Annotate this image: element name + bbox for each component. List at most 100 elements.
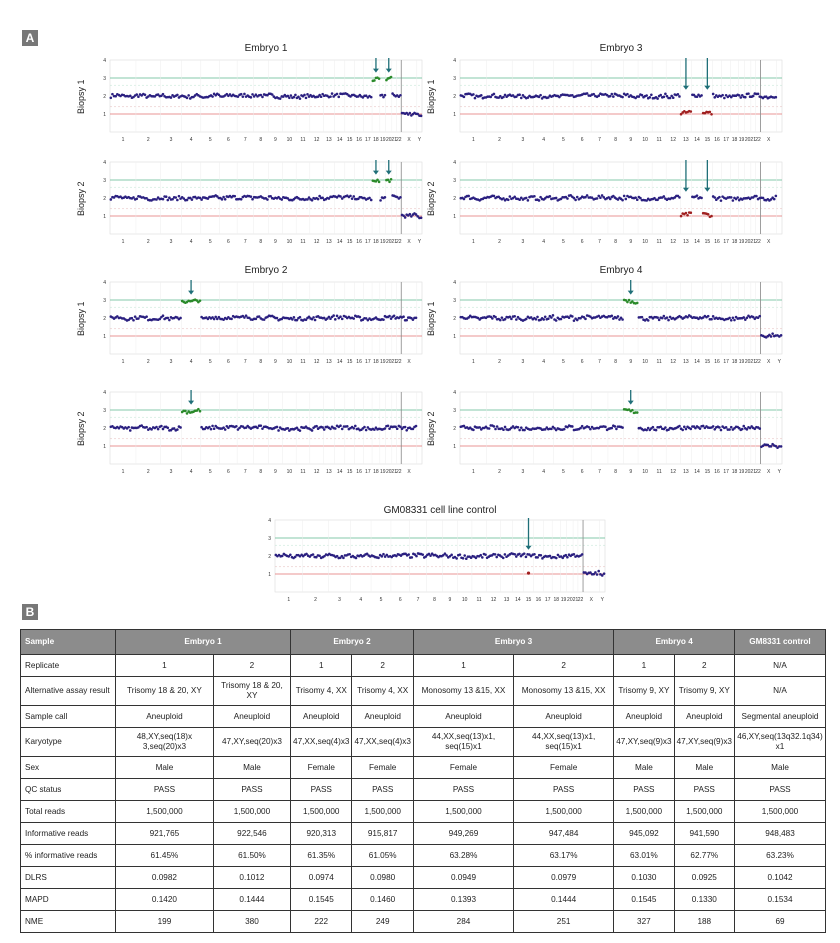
table-row: MAPD 0.1420 0.1444 0.1545 0.1460 0.1393 0.1444… [20, 888, 826, 911]
data-point [561, 556, 565, 560]
data-point [640, 93, 644, 97]
x-tick-label: 11 [300, 469, 305, 475]
data-point [291, 318, 294, 321]
data-point [313, 318, 317, 322]
data-point [297, 95, 300, 99]
arrow-icon [372, 170, 379, 175]
data-point [468, 426, 472, 429]
y-tick-label: 2 [103, 196, 106, 202]
data-point [373, 79, 376, 82]
data-point [665, 316, 669, 319]
data-point [266, 198, 269, 201]
data-point [168, 196, 171, 200]
data-point [729, 425, 733, 429]
data-point [608, 197, 612, 201]
table-cell: 44,XX,seq(13)x1, seq(15)x1 [412, 727, 515, 757]
data-point [733, 318, 736, 322]
y-tick-label: 2 [453, 94, 456, 100]
data-point [700, 196, 703, 200]
data-point [179, 426, 182, 429]
row-label: % informative reads [20, 844, 116, 867]
x-tick-label: 18 [554, 597, 560, 603]
data-point [150, 428, 153, 431]
table-row: Sample call Aneuploid Aneuploid Aneuploid An… [20, 705, 826, 728]
data-point [631, 300, 634, 303]
data-point [594, 571, 597, 574]
table-row: Informative reads 921,765 922,546 920,313 91… [20, 822, 826, 845]
data-point [215, 195, 219, 198]
data-point [111, 92, 114, 96]
data-point [755, 194, 758, 198]
table-cell: N/A [734, 654, 826, 677]
table-row: % informative reads 61.45% 61.50% 61.35% 61.… [20, 844, 826, 867]
data-point [286, 94, 290, 98]
data-point [547, 96, 550, 99]
data-point [648, 96, 652, 99]
table-cell: 251 [513, 910, 615, 933]
x-tick-label: X [407, 359, 411, 365]
data-point [298, 315, 302, 319]
data-point [377, 180, 381, 184]
data-point [369, 198, 373, 202]
data-point [235, 424, 238, 428]
table-row: Karyotype 48,XY,seq(18)x 3,seq(20)x3 47,XY… [20, 727, 826, 757]
data-point [779, 445, 783, 448]
table-cell: 61.35% [290, 844, 353, 867]
y-tick-label: 2 [268, 554, 271, 560]
data-point [645, 199, 648, 202]
data-point [318, 93, 321, 97]
data-point [222, 195, 225, 199]
data-point [536, 556, 539, 559]
data-point [382, 318, 385, 321]
data-point [399, 196, 402, 199]
data-point [547, 317, 550, 320]
x-tick-label: 17 [723, 469, 729, 475]
data-point [518, 552, 521, 556]
data-point [718, 195, 721, 199]
table-cell: Male [115, 756, 214, 779]
data-point [637, 95, 641, 98]
data-point [383, 555, 387, 558]
data-point [198, 299, 202, 302]
data-point [236, 428, 240, 431]
data-point [322, 316, 326, 320]
data-point [408, 111, 412, 115]
table-cell: Female [290, 756, 353, 779]
data-point [587, 425, 591, 429]
data-point [719, 199, 723, 202]
data-point [518, 198, 521, 201]
data-point [608, 94, 612, 98]
data-point [185, 198, 189, 202]
data-point [526, 199, 530, 202]
table-cell: 2 [513, 654, 615, 677]
data-point [590, 425, 594, 429]
x-tick-label: 13 [326, 359, 332, 365]
data-point [262, 318, 266, 321]
data-point [711, 315, 715, 318]
data-point [524, 555, 528, 559]
x-tick-label: 5 [562, 469, 565, 475]
x-tick-label: 12 [314, 359, 320, 365]
data-point [543, 428, 547, 431]
data-point [597, 569, 600, 573]
data-point [402, 214, 405, 217]
data-point [227, 426, 230, 430]
data-point [349, 194, 352, 198]
data-point [585, 92, 589, 95]
data-point [774, 194, 778, 198]
data-point [326, 317, 329, 320]
x-tick-label: 17 [365, 469, 371, 475]
data-point [388, 427, 391, 430]
x-tick-label: 20 [745, 469, 751, 475]
data-point [383, 93, 387, 97]
data-point [646, 319, 650, 322]
data-point [143, 93, 147, 97]
data-point [689, 427, 693, 431]
data-point [621, 318, 624, 321]
data-point [239, 92, 243, 96]
table-cell: 0.1460 [351, 888, 414, 911]
x-tick-label: 21 [391, 469, 397, 475]
x-tick-label: 2 [498, 137, 501, 143]
data-point [556, 553, 560, 557]
